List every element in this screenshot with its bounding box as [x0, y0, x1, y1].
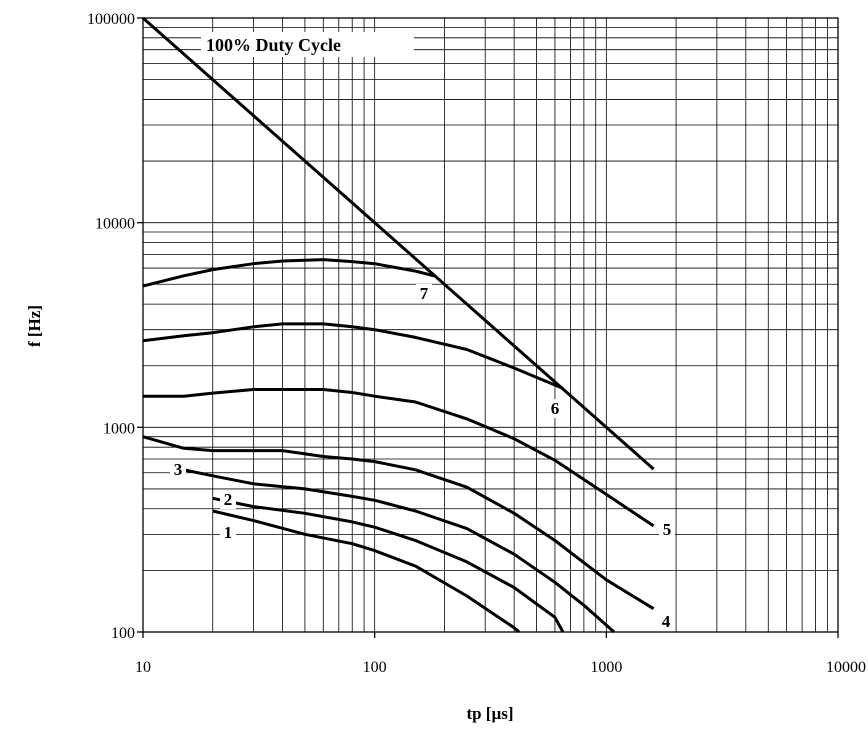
y-tick-label: 100	[111, 625, 135, 642]
curve-label-background	[220, 490, 236, 509]
curve-7	[142, 258, 435, 288]
curves	[142, 16, 655, 634]
curve-label-background	[659, 520, 675, 539]
x-axis-label: tp [µs]	[466, 704, 513, 723]
curve-3	[176, 466, 616, 634]
y-axis-label: f [Hz]	[25, 305, 44, 347]
x-tick-label: 10	[135, 659, 151, 676]
curve-label-background	[547, 399, 563, 418]
plot-frame	[142, 17, 839, 633]
curve-2	[212, 496, 565, 633]
x-tick-label: 100	[363, 659, 387, 676]
curve-label-4: 4	[662, 612, 671, 631]
duty-cycle-label-background	[201, 32, 414, 57]
curve-5	[143, 388, 655, 528]
duty-cycle-annotation: 100% Duty Cycle	[201, 32, 414, 57]
curve-label-background	[416, 284, 432, 303]
curve-label-1: 1	[224, 523, 233, 542]
curve-6	[142, 322, 564, 390]
y-tick-label: 100000	[87, 11, 135, 28]
y-tick-label: 1000	[103, 420, 135, 437]
grid	[143, 18, 838, 632]
curve-label-7: 7	[420, 284, 429, 303]
curve-labels: 7 6 5 4 3 2 1	[170, 284, 675, 631]
y-tick-label: 10000	[95, 216, 135, 233]
curve-4	[142, 435, 655, 610]
curve-label-background	[220, 523, 236, 542]
curve-label-3: 3	[174, 460, 183, 479]
duty-cycle-label: 100% Duty Cycle	[206, 35, 341, 55]
duty-cycle-limit-line	[142, 16, 655, 471]
curve-label-5: 5	[663, 520, 672, 539]
x-tick-label: 10000	[826, 659, 866, 676]
curve-1	[212, 509, 521, 634]
curve-label-background	[170, 460, 186, 479]
curve-label-background	[658, 612, 674, 631]
curve-label-2: 2	[224, 490, 233, 509]
curve-label-6: 6	[551, 399, 560, 418]
x-tick-label: 1000	[590, 659, 622, 676]
